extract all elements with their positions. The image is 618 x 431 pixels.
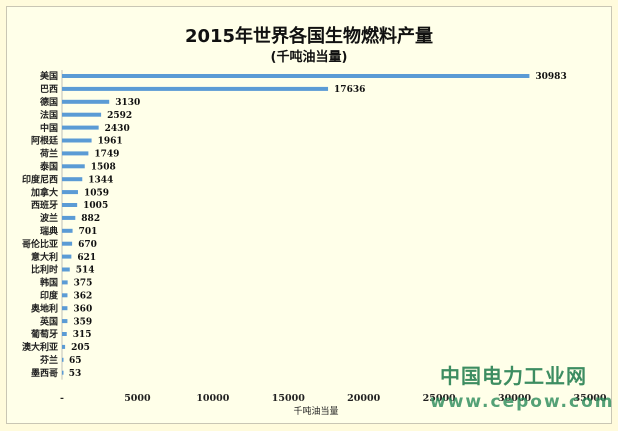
value-label: 315 [73,330,92,340]
category-label: 法国 [40,109,58,121]
category-label: 美国 [40,70,58,82]
chart-subtitle: (千吨油当量) [270,50,348,65]
x-axis-title: 千吨油当量 [293,405,338,417]
category-label: 澳大利亚 [22,341,58,353]
bar [62,267,70,272]
category-label: 墨西哥 [31,368,58,379]
value-label: 2592 [107,111,132,121]
value-label: 362 [73,292,92,302]
category-label: 哥伦比亚 [22,238,58,250]
x-tick-label: 15000 [272,393,305,404]
x-tick-label: - [60,393,64,404]
bar [62,164,85,169]
category-label: 葡萄牙 [30,328,58,340]
x-tick-label: 25000 [423,393,456,404]
value-label: 3130 [115,98,140,108]
bar [62,306,68,311]
bar [62,357,64,362]
bar [62,254,72,259]
value-label: 1961 [98,137,123,147]
value-label: 514 [76,266,95,276]
bar [62,86,329,91]
x-tick-label: 10000 [196,393,229,404]
bar [62,177,83,182]
value-label: 359 [73,317,92,327]
bar [62,190,78,195]
category-label: 英国 [39,315,58,327]
value-label: 1749 [94,150,119,160]
category-label: 韩国 [40,277,58,289]
category-label: 加拿大 [30,186,58,198]
value-label: 670 [78,240,97,250]
category-label: 波兰 [40,212,58,224]
category-label: 奥地利 [30,302,58,314]
bar [62,319,68,324]
category-label: 意大利 [31,251,58,263]
category-label: 比利时 [31,264,58,276]
x-tick-label: 35000 [573,393,606,404]
category-label: 阿根廷 [31,135,59,147]
bar [62,138,92,143]
bar [62,293,68,298]
bar [62,280,68,285]
bar [62,125,99,130]
value-label: 1508 [91,163,116,173]
value-label: 2430 [105,124,130,134]
chart-title: 2015年世界各国生物燃料产量 [184,26,434,47]
category-label: 印度 [40,290,59,302]
value-label: 701 [79,227,98,237]
bar [62,344,66,349]
category-label: 印度尼西 [22,173,58,185]
category-label: 西班牙 [31,199,58,211]
bar [62,332,67,336]
bar [62,99,110,104]
value-label: 1344 [88,175,113,185]
value-label: 1059 [84,188,109,198]
value-label: 882 [81,214,100,224]
category-label: 泰国 [39,161,58,173]
x-tick-label: 5000 [124,393,151,404]
category-label: 德国 [40,96,58,108]
value-label: 205 [71,343,90,353]
x-tick-label: 30000 [498,393,531,404]
watermark-url: www.cepow.com [430,392,615,412]
value-label: 53 [69,369,82,379]
value-label: 17636 [334,85,365,95]
bar [62,215,76,220]
category-label: 巴西 [40,84,58,95]
value-label: 65 [69,356,82,366]
value-label: 1005 [83,201,108,211]
bar [62,203,78,207]
value-label: 360 [73,304,92,314]
x-tick-label: 20000 [347,393,380,404]
bar [62,228,73,233]
watermark-cn: 中国电力工业网 [440,364,587,388]
category-label: 中国 [40,122,58,134]
value-label: 621 [77,253,96,263]
category-label: 瑞典 [40,225,58,237]
bar [62,241,73,246]
bar [62,74,530,78]
value-label: 375 [74,279,93,289]
bar [62,151,89,156]
value-label: 30983 [535,72,566,82]
category-label: 荷兰 [39,148,58,160]
bar [62,112,102,117]
bar [62,370,64,375]
category-label: 芬兰 [39,354,58,366]
